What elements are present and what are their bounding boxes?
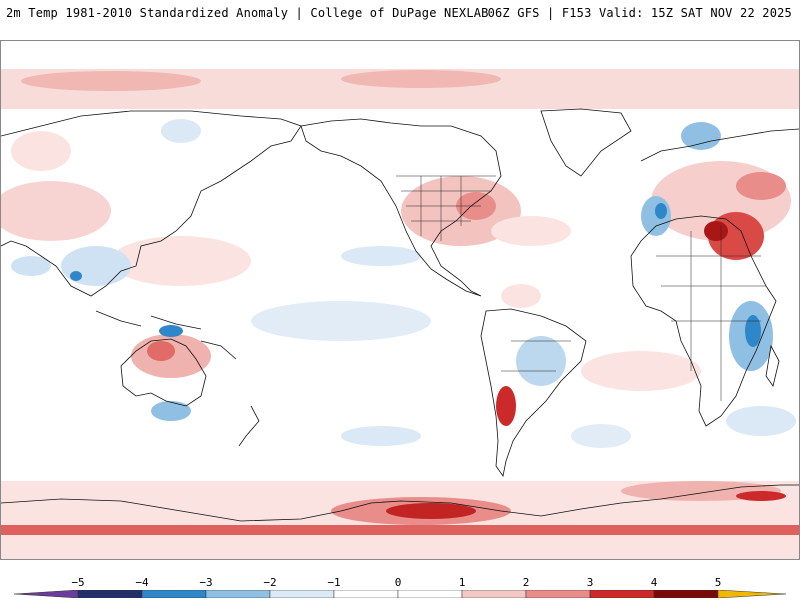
colorbar-segment — [717, 590, 786, 598]
chart-title: 2m Temp 1981-2010 Standardized Anomaly |… — [6, 6, 489, 20]
cold-anomaly-layer — [11, 119, 796, 448]
model-run-info: 06Z GFS | F153 Valid: 15Z SAT NOV 22 202… — [487, 6, 792, 20]
warm-anomaly-layer — [1, 69, 799, 559]
colorbar-label: 1 — [458, 576, 466, 589]
colorbar-segment — [397, 590, 463, 598]
colorbar-label: 0 — [394, 576, 402, 589]
colorbar-segment — [269, 590, 335, 598]
colorbar-segment — [333, 590, 399, 598]
colorbar-label: 2 — [522, 576, 530, 589]
colorbar-segment — [653, 590, 719, 598]
colorbar-segment — [205, 590, 271, 598]
colorbar-label: 3 — [586, 576, 594, 589]
colorbar-segment — [589, 590, 655, 598]
colorbar-segment — [77, 590, 143, 598]
colorbar-segment — [461, 590, 527, 598]
colorbar-label: −3 — [199, 576, 213, 589]
colorbar-segment — [141, 590, 207, 598]
colorbar-segment — [525, 590, 591, 598]
colorbar-label: −2 — [263, 576, 277, 589]
colorbar-label: −4 — [135, 576, 149, 589]
anomaly-map-svg — [1, 69, 799, 559]
colorbar — [14, 590, 786, 598]
border-layer — [396, 175, 766, 401]
colorbar-label: 4 — [650, 576, 658, 589]
colorbar-label: −5 — [71, 576, 85, 589]
anomaly-map[interactable] — [0, 40, 800, 560]
colorbar-label: 5 — [714, 576, 722, 589]
colorbar-segment — [14, 590, 79, 598]
colorbar-label: −1 — [327, 576, 341, 589]
